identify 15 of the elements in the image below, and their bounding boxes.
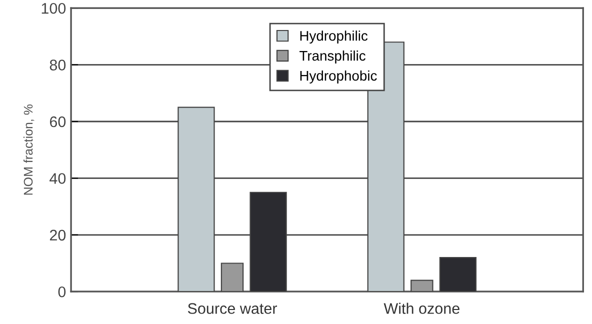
legend-label: Transphilic [300,50,366,64]
y-tick-label: 80 [50,60,66,70]
y-tick-label: 0 [58,286,66,298]
legend-label: Hydrophilic [300,30,368,44]
x-tick-label: Source water [188,303,278,314]
y-tick-label: 40 [50,173,66,184]
bar [220,262,244,292]
y-axis-title: NOM fraction, % [23,104,34,195]
y-tick-label: 20 [50,230,66,241]
y-tick-label: 100 [42,2,66,14]
legend-label: Hydrophobic [300,70,377,84]
x-tick-label: With ozone [384,302,460,314]
bar [410,280,434,292]
bar [439,257,477,292]
y-tick-label: 60 [50,116,66,128]
